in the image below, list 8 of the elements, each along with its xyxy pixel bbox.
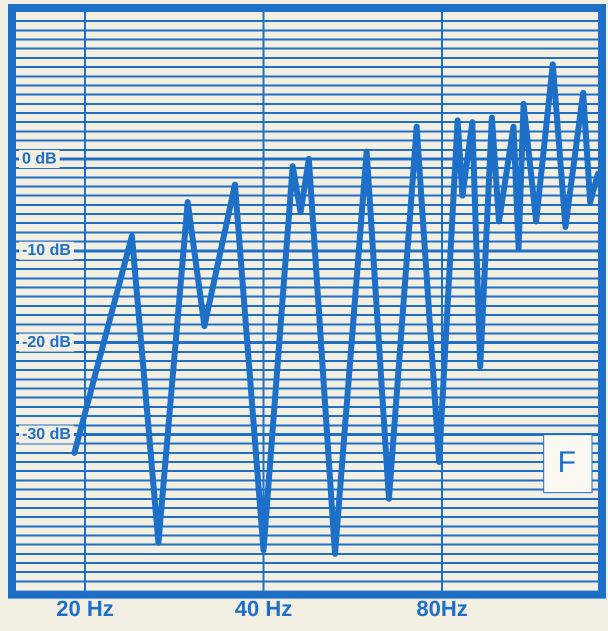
y-tick-label: -30 dB xyxy=(22,426,71,443)
x-tick-label: 20 Hz xyxy=(56,596,114,621)
y-tick-label: 0 dB xyxy=(22,150,57,168)
x-tick-label: 40 Hz xyxy=(234,596,292,621)
annotation: F xyxy=(558,446,576,479)
y-tick-label: -20 dB xyxy=(22,334,71,352)
x-tick-label: 80Hz xyxy=(416,596,468,621)
y-tick-label: -10 dB xyxy=(22,242,71,260)
